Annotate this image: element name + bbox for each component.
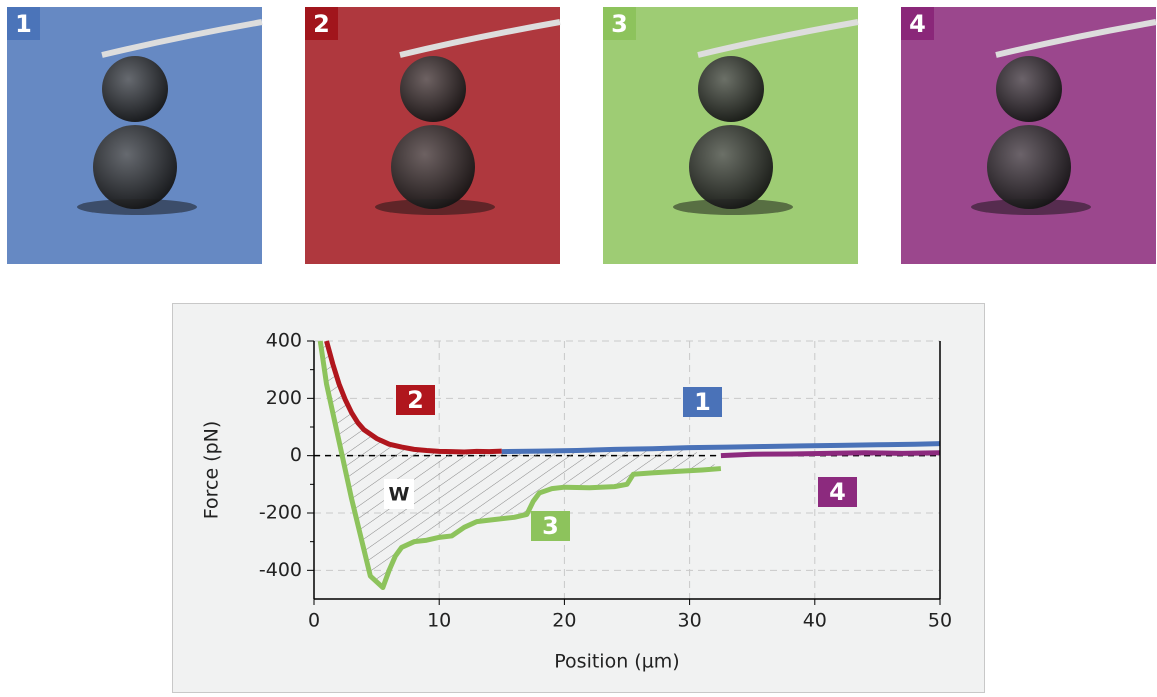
- chart-panel: [172, 303, 985, 693]
- series-line: [720, 450, 941, 459]
- series-badge-bg: [683, 387, 722, 417]
- series-badge: 2: [407, 386, 424, 414]
- photo: 3: [603, 7, 859, 264]
- bead: [689, 125, 773, 209]
- chart: 0 10 20 30 40 50 -400 -200 0 200 400 1 2 3 4 W Position …: [201, 330, 953, 673]
- bead: [996, 56, 1062, 122]
- x-tick-label: 0: [308, 610, 320, 632]
- badge-label: 2: [313, 10, 330, 38]
- series-badge: 4: [829, 478, 846, 506]
- y-tick-label: 0: [290, 444, 302, 466]
- photo: 4: [901, 7, 1157, 264]
- photo: 2: [305, 7, 561, 264]
- y-tick-label: -400: [259, 559, 302, 581]
- work-area: [320, 341, 721, 588]
- x-tick-label: 40: [803, 610, 827, 632]
- y-tick-label: 200: [266, 387, 302, 409]
- bead: [93, 125, 177, 209]
- x-tick-label: 20: [552, 610, 576, 632]
- x-tick-label: 50: [928, 610, 952, 632]
- cantilever: [101, 19, 263, 58]
- badge-bg: [305, 7, 338, 40]
- annotation-bg: [384, 479, 414, 509]
- y-tick-label: -200: [259, 502, 302, 524]
- x-axis-label: Position (µm): [554, 651, 679, 673]
- bead: [391, 125, 475, 209]
- photo: 1: [7, 7, 263, 264]
- image-row: 1 2 3 4: [7, 7, 1157, 264]
- series-badge-bg: [818, 477, 857, 507]
- series-line: [317, 340, 722, 591]
- cantilever: [399, 19, 561, 58]
- bead: [698, 56, 764, 122]
- series-badge: 3: [542, 512, 559, 540]
- badge-label: 3: [611, 10, 628, 38]
- cantilever: [697, 19, 859, 58]
- series-badge: 1: [694, 388, 711, 416]
- badge-label: 4: [909, 10, 926, 38]
- bead: [987, 125, 1071, 209]
- x-tick-label: 30: [678, 610, 702, 632]
- bead: [102, 56, 168, 122]
- badge-bg: [7, 7, 40, 40]
- cantilever: [995, 19, 1157, 58]
- x-tick-label: 10: [427, 610, 451, 632]
- y-axis-label: Force (pN): [201, 421, 223, 520]
- series-badge-bg: [396, 385, 435, 415]
- series-line: [324, 340, 502, 455]
- bead: [400, 56, 466, 122]
- series-line: [501, 441, 941, 455]
- series-badge-bg: [531, 511, 570, 541]
- annotation: W: [389, 484, 410, 506]
- y-tick-label: 400: [266, 330, 302, 352]
- badge-label: 1: [15, 10, 32, 38]
- badge-bg: [901, 7, 934, 40]
- badge-bg: [603, 7, 636, 40]
